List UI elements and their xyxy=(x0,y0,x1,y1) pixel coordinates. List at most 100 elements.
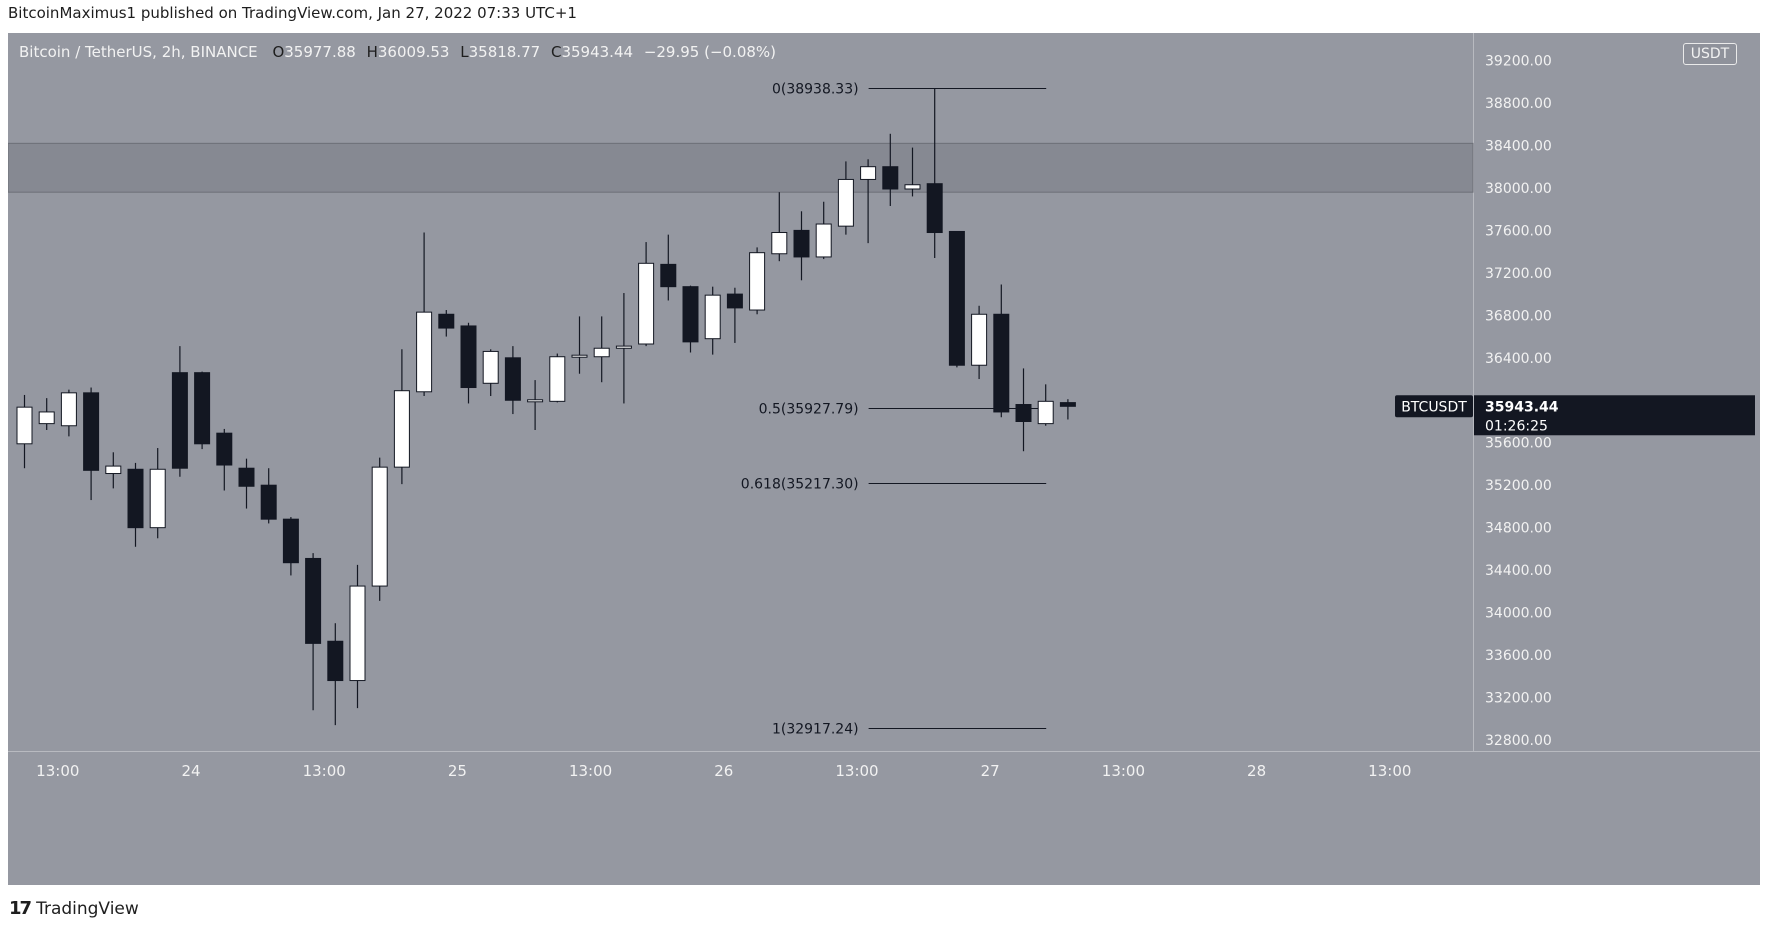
candle-body xyxy=(660,263,677,288)
plot-background xyxy=(8,33,1473,751)
candle-body xyxy=(282,518,299,564)
tradingview-logo[interactable]: 17 TradingView xyxy=(9,898,139,919)
chart-frame[interactable]: 0(38938.33) 0.5(35927.79) 0.618(35217.30) 1… xyxy=(8,33,1760,885)
candle-body xyxy=(482,350,499,384)
candle-body xyxy=(83,392,100,471)
price-chart[interactable]: 0(38938.33) 0.5(35927.79) 0.618(35217.30) 1… xyxy=(8,33,1760,885)
candle-body xyxy=(615,345,632,349)
close-label: C xyxy=(550,43,562,61)
candle-body xyxy=(393,390,410,468)
symbol-tag xyxy=(1395,395,1473,418)
candle-body xyxy=(60,392,77,427)
candle-body xyxy=(993,313,1010,413)
candle-body xyxy=(438,313,455,329)
price-tick-label: 37600.00 xyxy=(1485,223,1552,239)
candle-body xyxy=(349,585,366,682)
candle-body xyxy=(127,468,144,529)
countdown-timer: 01:26:25 xyxy=(1485,418,1548,434)
fib-level-label: 1(32917.24) xyxy=(772,722,859,738)
candle-body xyxy=(793,229,810,258)
price-tick-label: 34800.00 xyxy=(1485,521,1552,537)
price-tick-label: 37200.00 xyxy=(1485,266,1552,282)
candle-body xyxy=(194,372,211,445)
candle-body xyxy=(815,223,832,258)
price-tick-label: 36400.00 xyxy=(1485,351,1552,367)
candle-body xyxy=(371,466,388,587)
candle-body xyxy=(704,294,721,340)
candle-body xyxy=(682,286,699,343)
brand-name: TradingView xyxy=(36,898,139,919)
fib-level-label: 0.5(35927.79) xyxy=(759,402,859,418)
candle-body xyxy=(416,311,433,393)
candle-body xyxy=(638,262,655,345)
candle-body xyxy=(105,465,122,475)
fib-level-label: 0(38938.33) xyxy=(772,82,859,98)
candle-body xyxy=(749,252,766,311)
candle-body xyxy=(926,183,943,234)
low-label: L xyxy=(460,43,469,61)
time-tick-label: 24 xyxy=(181,762,200,780)
time-tick-label: 13:00 xyxy=(1102,762,1145,780)
time-tick-label: 26 xyxy=(714,762,733,780)
candle-body xyxy=(1015,404,1032,423)
high-value: 36009.53 xyxy=(377,43,450,61)
candle-body xyxy=(149,468,166,529)
candle-body xyxy=(460,325,477,389)
tradingview-logo-icon: 17 xyxy=(9,898,32,919)
symbol-description: Bitcoin / TetherUS, 2h, BINANCE xyxy=(19,43,258,61)
resistance-zone xyxy=(8,142,1474,193)
open-label: O xyxy=(272,43,285,61)
price-tick-label: 34400.00 xyxy=(1485,563,1552,579)
time-tick-label: 27 xyxy=(981,762,1000,780)
last-price-value: 35943.44 xyxy=(1485,399,1559,415)
candle-body xyxy=(327,640,344,682)
time-tick-label: 28 xyxy=(1247,762,1266,780)
price-tick-label: 39200.00 xyxy=(1485,54,1552,70)
candle-body xyxy=(971,313,988,366)
candle-body xyxy=(837,178,854,227)
price-tick-label: 38800.00 xyxy=(1485,96,1552,112)
candle-body xyxy=(593,347,610,358)
candle-body xyxy=(571,354,588,358)
candle-body xyxy=(504,357,521,401)
candle-body xyxy=(238,467,255,487)
candle-body xyxy=(1059,402,1076,407)
time-tick-label: 13:00 xyxy=(1368,762,1411,780)
candle-body xyxy=(882,166,899,190)
fib-level-label: 0.618(35217.30) xyxy=(741,477,859,493)
currency-selector[interactable]: USDT xyxy=(1683,43,1737,65)
time-axis-background xyxy=(8,751,1760,885)
price-tick-label: 38000.00 xyxy=(1485,181,1552,197)
low-value: 35818.77 xyxy=(468,43,541,61)
candle-body xyxy=(16,406,33,445)
time-tick-label: 13:00 xyxy=(36,762,79,780)
close-value: 35943.44 xyxy=(561,43,634,61)
candle-body xyxy=(171,372,188,469)
change-value: −29.95 (−0.08%) xyxy=(643,43,777,61)
price-tick-label: 34000.00 xyxy=(1485,606,1552,622)
price-tick-label: 33200.00 xyxy=(1485,691,1552,707)
time-tick-label: 25 xyxy=(448,762,467,780)
publisher-line: BitcoinMaximus1 published on TradingView… xyxy=(8,4,577,22)
candle-body xyxy=(1037,400,1054,425)
open-value: 35977.88 xyxy=(284,43,356,61)
last-price-tag xyxy=(1474,395,1755,436)
time-tick-label: 13:00 xyxy=(303,762,346,780)
candle-body xyxy=(305,557,322,644)
candle-body xyxy=(38,411,55,425)
time-tick-label: 13:00 xyxy=(835,762,878,780)
candle-body xyxy=(904,184,921,190)
price-tick-label: 35600.00 xyxy=(1485,436,1552,452)
candle-body xyxy=(527,399,544,403)
symbol-tag-label: BTCUSDT xyxy=(1401,399,1467,415)
candle-body xyxy=(948,230,965,366)
candle-body xyxy=(549,356,566,402)
candle-body xyxy=(216,432,233,466)
price-axis-background xyxy=(1473,33,1760,751)
candle-body xyxy=(771,232,788,255)
candle-body xyxy=(260,484,277,520)
time-tick-label: 13:00 xyxy=(569,762,612,780)
price-tick-label: 38400.00 xyxy=(1485,138,1552,154)
price-tick-label: 33600.00 xyxy=(1485,648,1552,664)
price-tick-label: 36800.00 xyxy=(1485,308,1552,324)
